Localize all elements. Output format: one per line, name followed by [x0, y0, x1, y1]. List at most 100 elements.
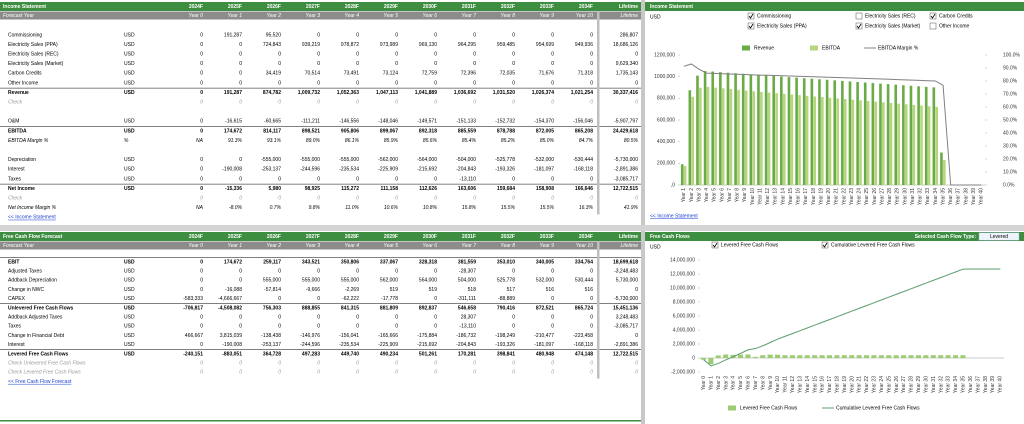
cell: -240,151	[183, 351, 203, 357]
checkbox[interactable]	[747, 22, 755, 30]
chart-header-bar	[645, 2, 1024, 11]
row-unit: USD	[124, 342, 135, 348]
subheader-year: Year 6	[423, 13, 438, 19]
cell: 0	[317, 296, 320, 302]
checkbox-label[interactable]: Other Income	[939, 23, 970, 29]
checkbox[interactable]	[855, 22, 863, 30]
bar	[841, 355, 847, 358]
bar	[734, 73, 737, 185]
cell: 898,521	[302, 128, 320, 134]
cell: 28,307	[461, 315, 477, 321]
row-label: Electricity Sales (REC)	[8, 52, 59, 58]
cell: 15.8%	[462, 205, 477, 211]
cell: 71,676	[539, 71, 555, 77]
cell: 73,491	[344, 71, 360, 77]
cell: 0	[434, 176, 437, 182]
cell: 0	[395, 370, 398, 376]
y2-tick-label: 10.0%	[1003, 169, 1018, 175]
checkbox-label[interactable]: Electricity Sales (PPA)	[757, 23, 807, 29]
checkbox[interactable]	[821, 241, 829, 249]
selector-value[interactable]: Levered	[990, 234, 1008, 240]
selector-box[interactable]	[978, 232, 1020, 241]
x-tick-label: Year 27	[901, 376, 907, 393]
cell: 0	[239, 100, 242, 106]
x-tick-label: Year 19	[842, 376, 848, 393]
y2-tick-label: 70.0%	[1003, 91, 1018, 97]
cell: 724,843	[263, 42, 281, 48]
y-tick-label: 10,000,000	[670, 285, 695, 291]
link[interactable]: << Free Cash Flow Forecast	[8, 379, 72, 385]
checkbox-label[interactable]: Commissioning	[757, 13, 791, 19]
cell: 0	[200, 315, 203, 321]
bar	[782, 355, 788, 358]
checkbox-label[interactable]: Carbon Credits	[939, 13, 973, 19]
lifetime-cell: -3,248,483	[614, 269, 638, 275]
x-tick-label: Year 11	[783, 376, 789, 393]
cell: 72,396	[461, 71, 477, 77]
cell: 939,219	[302, 42, 320, 48]
cell: 790,416	[497, 305, 515, 311]
cell: 0	[278, 52, 281, 58]
cell: 0	[590, 361, 593, 367]
cell: 93.1%	[267, 138, 282, 144]
checkbox[interactable]	[747, 12, 755, 20]
subheader-year: Year 2	[267, 13, 282, 19]
chart-header-bar	[645, 232, 1024, 241]
cell: 0	[434, 61, 437, 67]
cell: 0	[590, 80, 593, 86]
checkbox[interactable]	[855, 12, 863, 20]
subheader-year: Year 5	[384, 13, 399, 19]
cell: 0	[590, 32, 593, 38]
y2-tick-label: 100.0%	[1003, 52, 1021, 58]
row-unit: USD	[124, 42, 135, 48]
link[interactable]: << Income Statement	[8, 215, 56, 221]
cell: 0	[356, 361, 359, 367]
x-tick-label: Year 6	[719, 188, 725, 202]
legend-swatch	[742, 45, 750, 51]
row-unit: USD	[124, 119, 135, 125]
cell: 0	[200, 361, 203, 367]
lifetime-cell: -2,891,386	[614, 167, 638, 173]
row-label: Check	[8, 100, 23, 106]
row-label: Carbon Credits	[8, 71, 42, 77]
cell: -13,110	[459, 176, 476, 182]
cell: 0	[278, 61, 281, 67]
cell: 111,158	[380, 186, 398, 192]
cell: 0	[278, 196, 281, 202]
checkbox-label[interactable]: Electricity Sales (REC)	[865, 13, 916, 19]
x-tick-label: Year 28	[887, 188, 893, 205]
checkbox-label[interactable]: Cumulative Levered Free Cash Flows	[831, 242, 915, 248]
cell: -17,778	[381, 296, 398, 302]
cell: 969,130	[419, 42, 437, 48]
bar	[780, 76, 783, 185]
checkbox-label[interactable]: Levered Free Cash Flows	[721, 242, 779, 248]
cell: 564,000	[419, 278, 437, 284]
bar	[904, 104, 908, 185]
cell: 474,148	[575, 351, 593, 357]
cell: -204,843	[456, 167, 476, 173]
checkbox[interactable]	[711, 241, 719, 249]
lifetime-cell: 24,429,618	[613, 128, 638, 134]
bar	[924, 86, 928, 185]
cell: 0	[356, 370, 359, 376]
cell: 0	[590, 315, 593, 321]
x-tick-label: Year 25	[864, 188, 870, 205]
cell: 0	[356, 61, 359, 67]
checkbox-label[interactable]: Electricity Sales (Market)	[865, 23, 921, 29]
cell: 85.2%	[501, 138, 516, 144]
bar	[940, 152, 943, 185]
bar	[760, 355, 766, 358]
bar	[691, 96, 695, 185]
bar	[818, 79, 821, 185]
x-tick-label: Year 13	[773, 188, 779, 205]
cell: 0	[278, 324, 281, 330]
bar	[767, 354, 773, 358]
cell: -235,534	[339, 342, 359, 348]
row-unit: USD	[124, 259, 135, 265]
checkbox[interactable]	[929, 22, 937, 30]
y-tick-label: 12,000,000	[670, 271, 695, 277]
link[interactable]: << Income Statement	[650, 213, 698, 219]
x-tick-label: Year 13	[797, 376, 803, 393]
x-tick-label: Year 38	[983, 376, 989, 393]
checkbox[interactable]	[929, 12, 937, 20]
